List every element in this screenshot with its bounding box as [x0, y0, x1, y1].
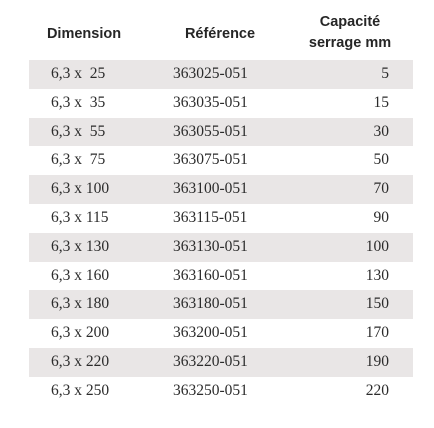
header-capacity: Capacité serrage mm	[284, 12, 416, 54]
cell-capacity: 70	[373, 180, 390, 198]
cell-dimension: 6,3 x 55	[51, 122, 106, 140]
table-row: 6,3 x 115 363115-051 90	[29, 204, 413, 233]
table-row: 6,3 x 220 363220-051 190	[29, 347, 413, 377]
cell-capacity: 100	[365, 237, 389, 255]
cell-capacity: 170	[365, 324, 389, 342]
header-dimension: Dimension	[46, 26, 122, 42]
cell-reference: 363100-051	[173, 180, 248, 198]
cell-reference: 363160-051	[173, 266, 248, 284]
cell-capacity: 220	[365, 381, 389, 399]
cell-dimension: 6,3 x 200	[51, 324, 110, 342]
cell-capacity: 30	[373, 122, 390, 140]
cell-dimension: 6,3 x 160	[51, 266, 110, 284]
cell-reference: 363035-051	[173, 93, 248, 111]
table-row: 6,3 x 35 363035-051 15	[29, 89, 413, 118]
table-header: Dimension Référence Capacité serrage mm	[0, 0, 434, 58]
table-body: 6,3 x 25 363025-051 5 6,3 x 35 363035-05…	[29, 60, 413, 406]
cell-capacity: 15	[373, 93, 390, 111]
table-row: 6,3 x 25 363025-051 5	[29, 60, 413, 89]
cell-reference: 363075-051	[173, 151, 248, 169]
cell-dimension: 6,3 x 35	[51, 93, 106, 111]
header-capacity-line2: serrage mm	[308, 35, 392, 51]
cell-dimension: 6,3 x 75	[51, 151, 106, 169]
table-row: 6,3 x 55 363055-051 30	[29, 117, 413, 147]
cell-dimension: 6,3 x 250	[51, 381, 110, 399]
cell-dimension: 6,3 x 130	[51, 237, 110, 255]
cell-reference: 363180-051	[173, 295, 248, 313]
cell-reference: 363025-051	[173, 65, 248, 82]
table-row: 6,3 x 100 363100-051 70	[29, 175, 413, 204]
header-reference: Référence	[184, 26, 256, 42]
cell-capacity: 5	[381, 65, 389, 82]
table-row: 6,3 x 130 363130-051 100	[29, 232, 413, 262]
cell-capacity: 190	[365, 352, 389, 370]
cell-capacity: 150	[365, 295, 389, 313]
cell-dimension: 6,3 x 115	[51, 208, 109, 226]
cell-reference: 363130-051	[173, 237, 248, 255]
cell-capacity: 50	[373, 151, 390, 169]
cell-reference: 363115-051	[173, 208, 248, 226]
cell-dimension: 6,3 x 25	[51, 65, 106, 82]
cell-reference: 363200-051	[173, 324, 248, 342]
table-row: 6,3 x 250 363250-051 220	[29, 377, 413, 406]
header-capacity-line1: Capacité	[319, 14, 381, 30]
table-row: 6,3 x 200 363200-051 170	[29, 319, 413, 348]
cell-reference: 363250-051	[173, 381, 248, 399]
cell-capacity: 90	[373, 208, 390, 226]
cell-dimension: 6,3 x 220	[51, 352, 110, 370]
table-row: 6,3 x 160 363160-051 130	[29, 262, 413, 291]
table-row: 6,3 x 75 363075-051 50	[29, 146, 413, 175]
cell-capacity: 130	[365, 266, 389, 284]
cell-reference: 363220-051	[173, 352, 248, 370]
cell-reference: 363055-051	[173, 122, 248, 140]
cell-dimension: 6,3 x 180	[51, 295, 110, 313]
cell-dimension: 6,3 x 100	[51, 180, 110, 198]
table-row: 6,3 x 180 363180-051 150	[29, 290, 413, 320]
